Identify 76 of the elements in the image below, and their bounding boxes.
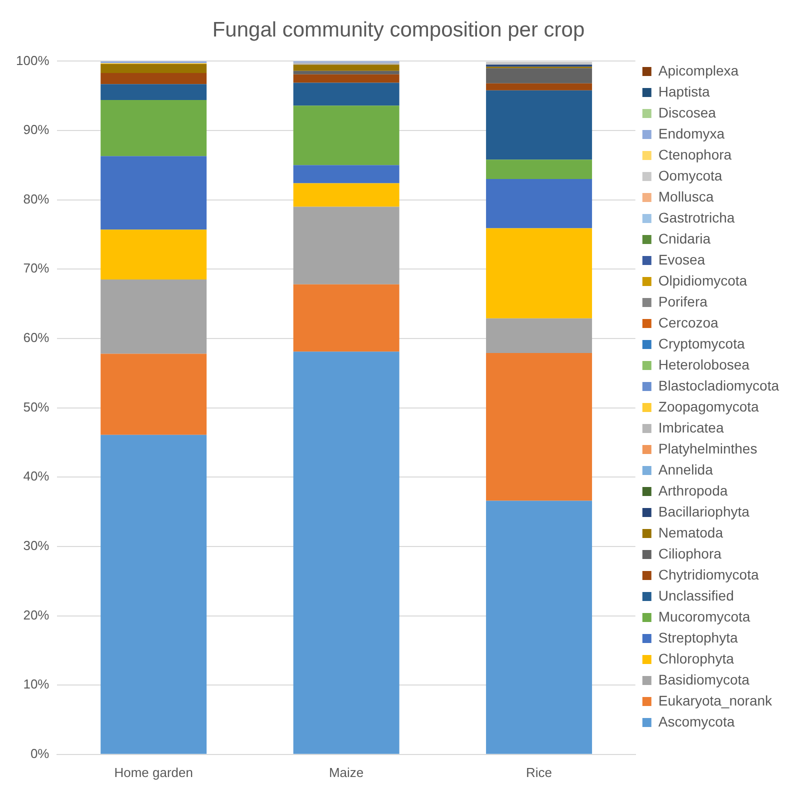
legend-label: Unclassified [658, 587, 734, 604]
legend-label: Heterolobosea [658, 356, 750, 372]
legend-label: Cnidaria [658, 230, 711, 246]
bar [486, 68, 592, 84]
y-tick-label: 40% [23, 468, 50, 484]
y-tick-label: 70% [23, 260, 50, 276]
bar [293, 284, 400, 352]
bar [293, 82, 400, 106]
y-tick-label: 100% [16, 52, 50, 68]
legend-label: Olpidiomycota [658, 272, 748, 288]
legend-label: Haptista [658, 83, 710, 100]
legend-label: Chlorophyta [658, 650, 734, 666]
legend-label: Eukaryota_norank [658, 692, 774, 708]
legend-label: Porifera [658, 293, 708, 310]
legend-label: Ciliophora [658, 545, 722, 562]
legend-label: Streptophyta [658, 629, 738, 646]
y-tick-label: 90% [23, 122, 50, 138]
bar [100, 100, 207, 156]
bar [100, 230, 207, 280]
bar [486, 318, 592, 354]
legend-label: Endomyxa [658, 125, 725, 142]
legend-label: Blastocladiomycota [658, 377, 780, 394]
y-tick-label: 20% [23, 607, 50, 622]
bar [100, 156, 207, 230]
y-tick-label: 30% [23, 538, 50, 554]
bar [100, 434, 207, 754]
bar [486, 90, 592, 160]
bar [100, 354, 207, 435]
legend-label: Cercozoa [658, 314, 719, 330]
x-tick-label: Maize [328, 764, 364, 780]
bar [293, 70, 400, 74]
legend-label: Zoopagomycota [658, 398, 759, 414]
legend-label: Mucoromycota [658, 608, 750, 624]
legend-label: Arthropoda [658, 482, 728, 498]
y-tick-label: 50% [23, 399, 50, 414]
legend-label: Cryptomycota [658, 335, 745, 352]
legend-label: Imbricatea [658, 419, 724, 436]
bar [486, 353, 592, 501]
y-tick-label: 60% [23, 330, 50, 346]
bar [486, 500, 592, 754]
legend-label: Platyhelminthes [658, 440, 758, 456]
legend-label: Chytridiomycota [658, 566, 759, 582]
legend-label: Gastrotricha [658, 209, 735, 226]
bar [293, 74, 400, 83]
y-tick-label: 0% [30, 746, 50, 761]
bar [486, 83, 592, 90]
bar [100, 84, 207, 100]
legend-label: Bacillariophyta [658, 503, 750, 520]
bar [100, 72, 207, 84]
bar [100, 280, 207, 354]
bar [293, 64, 400, 71]
bar [293, 183, 400, 207]
legend-label: Evosea [658, 251, 706, 268]
bar [293, 206, 400, 284]
legend-label: Basidiomycota [658, 671, 750, 688]
bar [293, 352, 400, 754]
legend-label: Mollusca [658, 188, 714, 204]
bar [486, 179, 592, 228]
legend-label: Apicomplexa [658, 62, 739, 78]
y-tick-label: 10% [23, 676, 50, 692]
bar [486, 62, 592, 65]
x-tick-label: Rice [526, 764, 552, 780]
bar [293, 106, 400, 166]
legend-label: Ctenophora [658, 146, 732, 162]
legend-label: Ascomycota [658, 713, 735, 730]
legend-label: Discosea [658, 104, 716, 120]
y-tick-label: 80% [23, 191, 50, 206]
chart-title: Fungal community composition per crop [212, 18, 585, 42]
legend-label: Annelida [658, 461, 714, 478]
legend-label: Nematoda [658, 524, 724, 540]
legend-label: Oomycota [658, 167, 722, 184]
bar [486, 160, 592, 180]
bar [293, 165, 400, 184]
bar [100, 64, 207, 73]
x-tick-label: Home garden [114, 764, 193, 780]
bar [486, 228, 592, 318]
